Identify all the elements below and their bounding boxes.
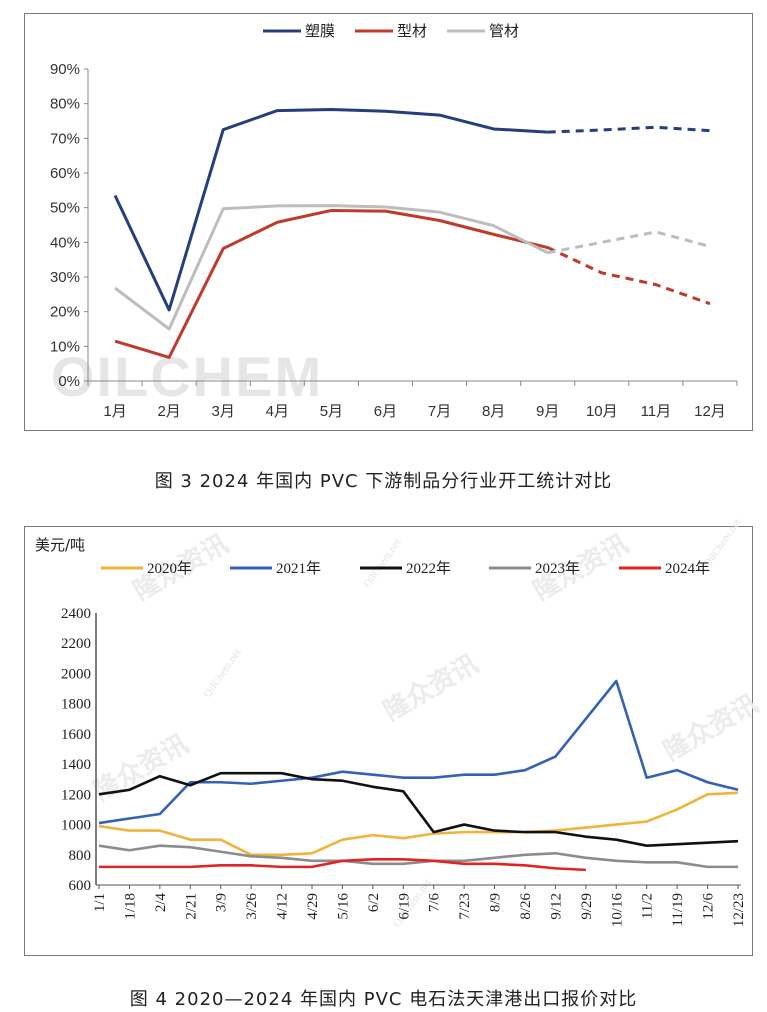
x-tick-label: 12/6	[701, 893, 717, 920]
y-tick-label: 0%	[58, 373, 80, 390]
legend-label: 2022年	[406, 560, 451, 577]
x-tick-label: 2/21	[183, 893, 199, 920]
series-line	[98, 771, 739, 848]
x-tick-label: 12/23	[731, 893, 747, 927]
legend-label: 塑膜	[305, 22, 335, 40]
x-tick-label: 4/29	[305, 893, 321, 920]
x-tick-label: 6月	[374, 403, 397, 420]
y-tick-label: 30%	[50, 269, 80, 286]
x-tick-label: 11/19	[670, 893, 686, 927]
legend-label: 2023年	[535, 560, 580, 577]
x-tick-label: 7/6	[427, 893, 443, 913]
x-tick-label: 5/16	[335, 893, 351, 920]
x-tick-label: 7/23	[457, 893, 473, 920]
series-line	[98, 844, 738, 869]
series-line	[98, 679, 739, 825]
x-tick-label: 11/2	[640, 893, 656, 919]
x-tick-label: 3/9	[214, 893, 230, 912]
x-tick-label: 9月	[536, 403, 559, 420]
y-tick-label: 1600	[61, 727, 91, 743]
y-tick-label: 600	[69, 878, 92, 894]
x-tick-label: 1/1	[92, 893, 108, 912]
watermark-text: 隆众资讯	[658, 689, 763, 767]
y-tick-label: 1200	[61, 787, 91, 803]
legend-label: 2024年	[665, 560, 710, 577]
series-line	[99, 858, 586, 872]
legend-label: 2020年	[147, 560, 192, 577]
series-line-actual	[114, 204, 549, 331]
series-line-actual	[113, 108, 548, 312]
watermark-text: OilChem.net	[361, 537, 403, 590]
y-tick-label: 2200	[61, 636, 91, 652]
y-tick-label: 80%	[50, 96, 80, 113]
x-tick-label: 7月	[428, 403, 451, 420]
y-tick-label: 1800	[61, 697, 91, 713]
watermark-text: OILCHEM	[51, 345, 323, 408]
chart-2-caption: 图 4 2020—2024 年国内 PVC 电石法天津港出口报价对比	[129, 989, 638, 1010]
x-tick-label: 2月	[157, 403, 180, 420]
x-tick-label: 2/4	[153, 893, 169, 913]
x-tick-label: 9/29	[579, 893, 595, 920]
chart-1-frame: OILCHEM 0% 10% 20% 30% 40% 50% 60% 70% 80% 90% 1月 2月…	[24, 13, 753, 431]
legend-label: 管材	[489, 22, 519, 40]
y-tick-label: 10%	[50, 338, 80, 355]
chart-2-plot: 隆众资讯隆众资讯隆众资讯隆众资讯隆众资讯OilChem.netOilChem.n…	[35, 517, 764, 930]
x-tick-label: 3月	[212, 403, 235, 420]
y-tick-label: 60%	[50, 165, 80, 182]
series-line-forecast	[547, 246, 711, 306]
x-tick-label: 4/12	[275, 893, 291, 920]
x-tick-label: 10月	[586, 403, 618, 420]
x-tick-label: 11月	[641, 403, 672, 420]
x-tick-label: 4月	[266, 403, 289, 420]
x-tick-label: 8/26	[518, 893, 534, 920]
series-line-forecast	[547, 230, 711, 255]
chart-2-frame: 隆众资讯 隆众资讯 隆众资讯 隆众资讯 隆众资讯 OilChem.net OilChem.n…	[24, 517, 764, 956]
y-tick-label: 90%	[50, 61, 80, 78]
watermark-text: 隆众资讯	[378, 649, 483, 727]
legend-label: 2021年	[276, 560, 321, 577]
x-tick-label: 8月	[482, 403, 505, 420]
x-tick-label: 3/26	[244, 893, 260, 920]
series-line	[98, 791, 739, 857]
y-tick-label: 40%	[50, 234, 80, 251]
series-line-forecast	[547, 125, 711, 134]
x-tick-label: 6/2	[366, 893, 382, 912]
y-tick-label: 70%	[50, 130, 80, 147]
legend-label: 型材	[397, 22, 427, 40]
x-tick-label: 12月	[694, 403, 726, 420]
x-tick-label: 6/19	[396, 893, 412, 920]
x-tick-label: 1/18	[122, 893, 138, 920]
x-tick-label: 9/12	[548, 893, 564, 920]
y-tick-label: 50%	[50, 200, 80, 217]
y-tick-label: 1400	[61, 757, 91, 773]
chart-1-caption: 图 3 2024 年国内 PVC 下游制品分行业开工统计对比	[154, 471, 613, 492]
series-line-actual	[114, 208, 549, 359]
x-tick-label: 8/9	[488, 893, 504, 912]
watermark-text: OilChem.net	[201, 647, 243, 700]
x-tick-label: 1月	[103, 403, 126, 420]
x-tick-label: 5月	[320, 403, 343, 420]
y-tick-label: 2400	[61, 606, 91, 622]
y-tick-label: 800	[69, 848, 92, 864]
x-tick-label: 10/16	[609, 893, 625, 928]
y-tick-label: 1000	[61, 818, 91, 834]
y-tick-label: 2000	[61, 666, 91, 682]
y-tick-label: 20%	[50, 304, 80, 321]
unit-label: 美元/吨	[35, 536, 85, 554]
